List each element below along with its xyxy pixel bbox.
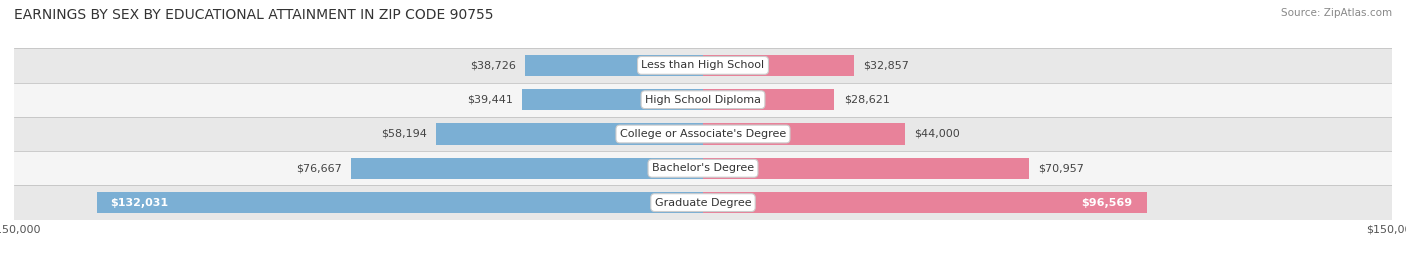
Text: EARNINGS BY SEX BY EDUCATIONAL ATTAINMENT IN ZIP CODE 90755: EARNINGS BY SEX BY EDUCATIONAL ATTAINMEN… bbox=[14, 8, 494, 22]
Bar bbox=[703, 158, 1029, 179]
Text: Bachelor's Degree: Bachelor's Degree bbox=[652, 163, 754, 173]
Bar bbox=[703, 192, 1146, 213]
Bar bbox=[97, 192, 703, 213]
Text: Graduate Degree: Graduate Degree bbox=[655, 198, 751, 208]
Text: $132,031: $132,031 bbox=[110, 198, 169, 208]
Bar bbox=[703, 123, 905, 145]
Bar bbox=[14, 48, 1392, 83]
Text: Less than High School: Less than High School bbox=[641, 60, 765, 70]
Bar bbox=[436, 123, 703, 145]
Bar bbox=[703, 55, 853, 76]
Bar bbox=[352, 158, 703, 179]
Text: High School Diploma: High School Diploma bbox=[645, 95, 761, 105]
Text: $96,569: $96,569 bbox=[1081, 198, 1133, 208]
Text: $76,667: $76,667 bbox=[295, 163, 342, 173]
Text: $44,000: $44,000 bbox=[914, 129, 960, 139]
Bar bbox=[524, 55, 703, 76]
Text: $38,726: $38,726 bbox=[470, 60, 516, 70]
Bar bbox=[703, 89, 834, 110]
Bar bbox=[14, 185, 1392, 220]
Text: Source: ZipAtlas.com: Source: ZipAtlas.com bbox=[1281, 8, 1392, 18]
Bar bbox=[14, 151, 1392, 185]
Text: $39,441: $39,441 bbox=[467, 95, 513, 105]
Text: $58,194: $58,194 bbox=[381, 129, 426, 139]
Text: $32,857: $32,857 bbox=[863, 60, 908, 70]
Bar bbox=[522, 89, 703, 110]
Text: College or Associate's Degree: College or Associate's Degree bbox=[620, 129, 786, 139]
Text: $28,621: $28,621 bbox=[844, 95, 890, 105]
Text: $70,957: $70,957 bbox=[1038, 163, 1084, 173]
Bar bbox=[14, 117, 1392, 151]
Bar bbox=[14, 83, 1392, 117]
